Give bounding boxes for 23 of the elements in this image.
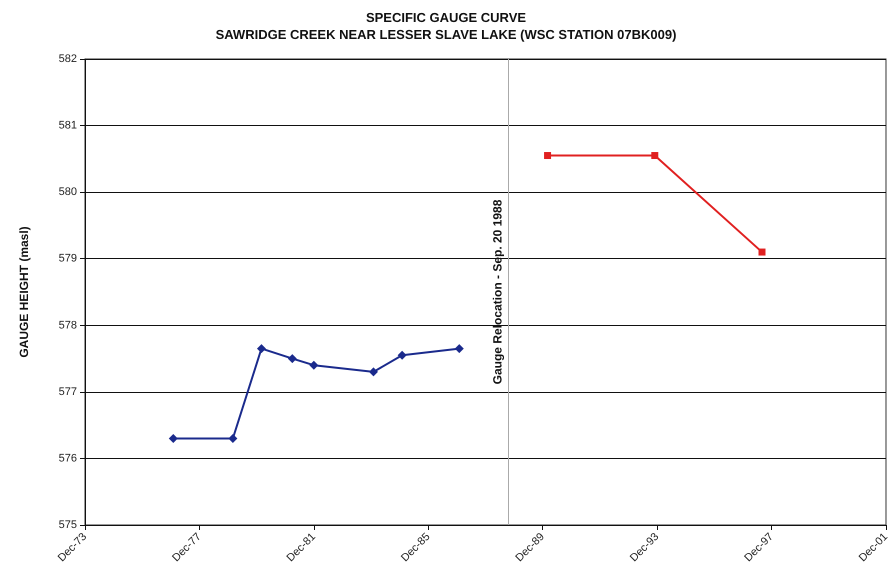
point <box>168 434 178 443</box>
y-tick-label: 575 <box>58 519 77 531</box>
point <box>256 344 266 354</box>
ref-line-label: Gauge Relocation - Sep. 20 1988 <box>490 199 504 384</box>
point <box>454 344 464 354</box>
point <box>758 248 766 256</box>
y-tick-label: 577 <box>58 386 77 398</box>
point <box>398 350 407 360</box>
point <box>228 434 238 443</box>
y-tick-label: 579 <box>58 252 77 265</box>
point <box>288 354 297 364</box>
y-tick-label: 582 <box>58 53 77 65</box>
point <box>368 367 378 376</box>
y-tick-label: 576 <box>58 452 77 464</box>
chart-title: SPECIFIC GAUGE CURVE <box>366 10 526 25</box>
y-tick-label: 581 <box>58 120 77 132</box>
point <box>651 152 658 160</box>
y-tick-label: 578 <box>58 319 77 332</box>
chart-subtitle: SAWRIDGE CREEK NEAR LESSER SLAVE LAKE (WSC STATION 07BK009) <box>216 27 676 42</box>
point <box>309 360 318 370</box>
point <box>544 152 552 160</box>
y-axis-title: GAUGE HEIGHT (masl) <box>17 226 31 358</box>
y-tick-label: 580 <box>58 186 77 198</box>
